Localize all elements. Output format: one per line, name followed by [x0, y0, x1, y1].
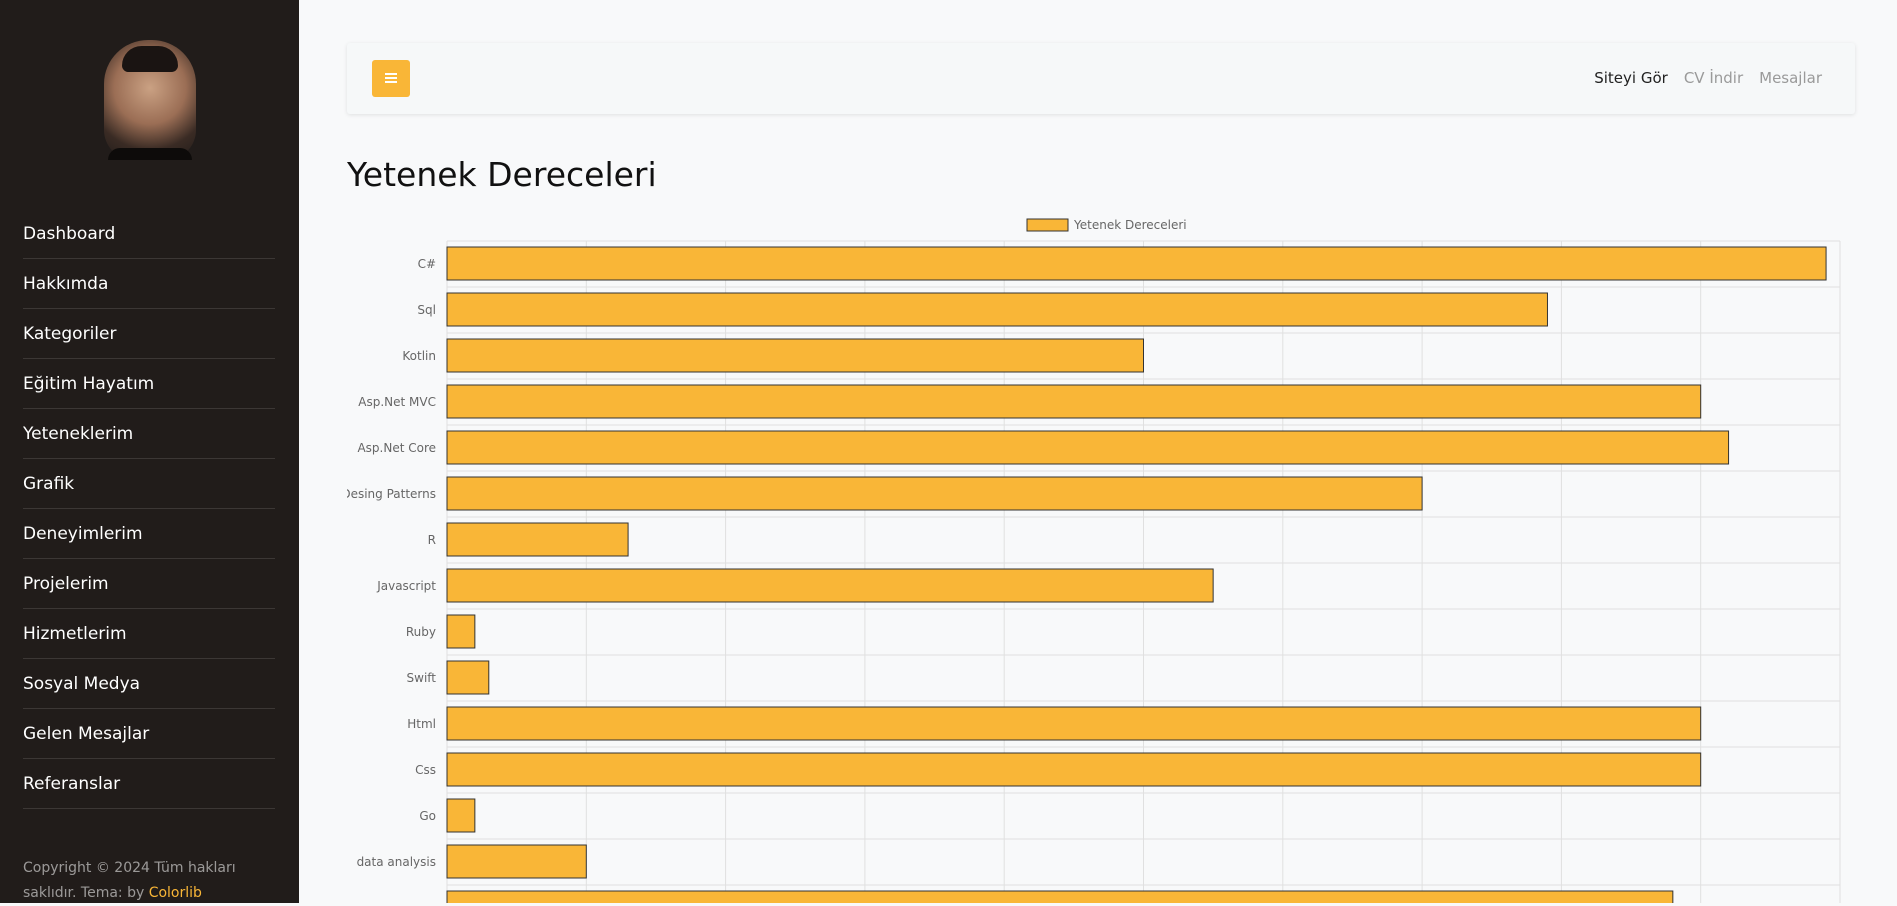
- bar: [446, 752, 1702, 787]
- sidebar-item-yeteneklerim[interactable]: Yeteneklerim: [23, 409, 275, 459]
- category-label: Asp.Net MVC: [358, 395, 436, 409]
- sidebar-item-kategoriler[interactable]: Kategoriler: [23, 309, 275, 359]
- sidebar-item-referanslar[interactable]: Referanslar: [23, 759, 275, 809]
- category-label: Desing Patterns: [347, 487, 436, 501]
- bar: [446, 798, 476, 833]
- bar: [446, 706, 1702, 741]
- sidebar-nav: Dashboard Hakkımda Kategoriler Eğitim Ha…: [23, 209, 275, 809]
- bar: [446, 890, 1674, 903]
- copyright-label: Copyright © 2024 Tüm hakları saklıdır. T…: [23, 860, 236, 901]
- legend-label: Yetenek Dereceleri: [1073, 218, 1187, 232]
- category-label: Ruby: [406, 625, 436, 639]
- sidebar: Dashboard Hakkımda Kategoriler Eğitim Ha…: [0, 0, 299, 903]
- bar: [446, 614, 476, 649]
- top-nav-links: Siteyi Gör CV İndir Mesajlar: [1594, 69, 1822, 87]
- colorlib-link[interactable]: Colorlib: [148, 885, 202, 901]
- bar: [446, 660, 490, 695]
- category-label: Html: [407, 717, 436, 731]
- bar: [446, 476, 1423, 511]
- bar: [446, 430, 1730, 465]
- top-navbar: Siteyi Gör CV İndir Mesajlar: [347, 43, 1855, 114]
- sidebar-item-gelen-mesajlar[interactable]: Gelen Mesajlar: [23, 709, 275, 759]
- bar: [446, 844, 587, 879]
- bars-icon: [385, 73, 397, 83]
- bar: [446, 292, 1548, 327]
- category-label: data analysis: [357, 855, 436, 869]
- category-label: Kotlin: [402, 349, 436, 363]
- category-label: R: [428, 533, 436, 547]
- category-label: Javascript: [376, 579, 436, 593]
- category-label: Css: [415, 763, 436, 777]
- sidebar-item-deneyimlerim[interactable]: Deneyimlerim: [23, 509, 275, 559]
- bar: [446, 246, 1827, 281]
- sidebar-item-sosyal-medya[interactable]: Sosyal Medya: [23, 659, 275, 709]
- category-label: Go: [419, 809, 436, 823]
- page-title: Yetenek Dereceleri: [347, 155, 657, 194]
- sidebar-item-projelerim[interactable]: Projelerim: [23, 559, 275, 609]
- copyright-text: Copyright © 2024 Tüm hakları saklıdır. T…: [23, 856, 263, 906]
- sidebar-item-hizmetlerim[interactable]: Hizmetlerim: [23, 609, 275, 659]
- avatar: [104, 40, 196, 160]
- sidebar-item-dashboard[interactable]: Dashboard: [23, 209, 275, 259]
- bar: [446, 522, 629, 557]
- sidebar-item-grafik[interactable]: Grafik: [23, 459, 275, 509]
- category-label: Asp.Net Core: [357, 441, 436, 455]
- legend-swatch: [1026, 218, 1069, 232]
- messages-link[interactable]: Mesajlar: [1759, 69, 1822, 87]
- menu-toggle-button[interactable]: [372, 60, 410, 97]
- sidebar-item-hakkimda[interactable]: Hakkımda: [23, 259, 275, 309]
- category-label: Swift: [407, 671, 437, 685]
- bar: [446, 338, 1144, 373]
- view-site-link[interactable]: Siteyi Gör: [1594, 69, 1668, 87]
- download-cv-link[interactable]: CV İndir: [1683, 69, 1744, 87]
- sidebar-item-egitim-hayatim[interactable]: Eğitim Hayatım: [23, 359, 275, 409]
- bar: [446, 568, 1214, 603]
- category-label: Sql: [417, 303, 436, 317]
- bar: [446, 384, 1702, 419]
- skill-chart: Yetenek Dereceleri C# Sql Kotlin Asp.Net MVC…: [347, 218, 1841, 903]
- category-label: C#: [418, 257, 436, 271]
